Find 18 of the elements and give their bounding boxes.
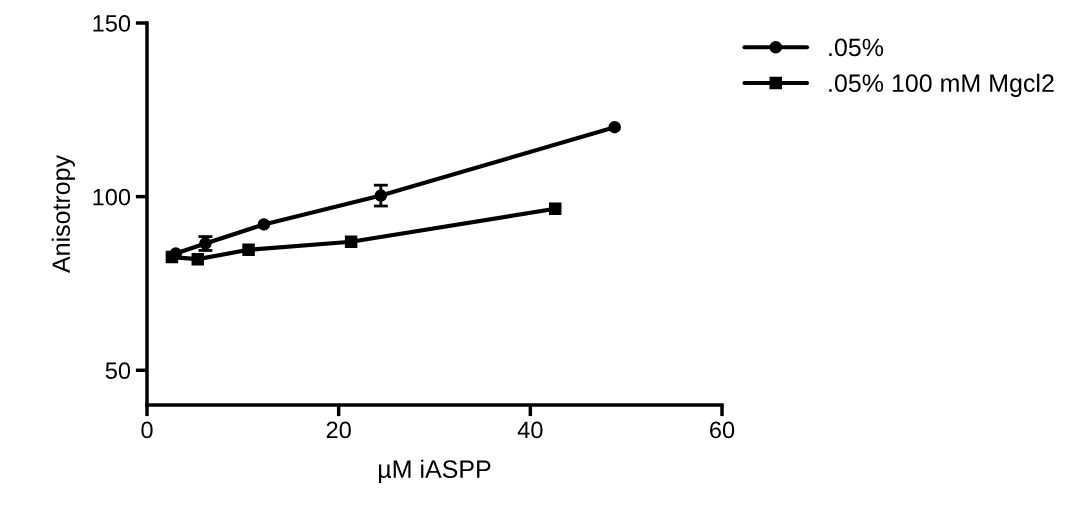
point xyxy=(257,218,271,231)
point xyxy=(191,252,205,266)
x-tick-label: 0 xyxy=(141,421,153,439)
y-tick-label: 50 xyxy=(105,362,131,380)
point xyxy=(344,235,358,249)
x-tick-label: 20 xyxy=(326,421,351,439)
y-axis-title: Anisotropy xyxy=(51,154,75,273)
x-axis-title: µM iASPP xyxy=(378,459,491,483)
point xyxy=(374,189,388,202)
point xyxy=(242,243,255,257)
legend-label: .05% 100 mM Mgcl2 xyxy=(829,73,1054,97)
x-tick-label: 40 xyxy=(517,421,543,439)
x-tick-label: 60 xyxy=(710,421,735,439)
y-tick-label: 100 xyxy=(93,188,131,206)
legend-label: .05% xyxy=(829,38,884,57)
point xyxy=(608,120,621,134)
point xyxy=(548,202,562,216)
y-tick-label: 150 xyxy=(93,15,131,32)
